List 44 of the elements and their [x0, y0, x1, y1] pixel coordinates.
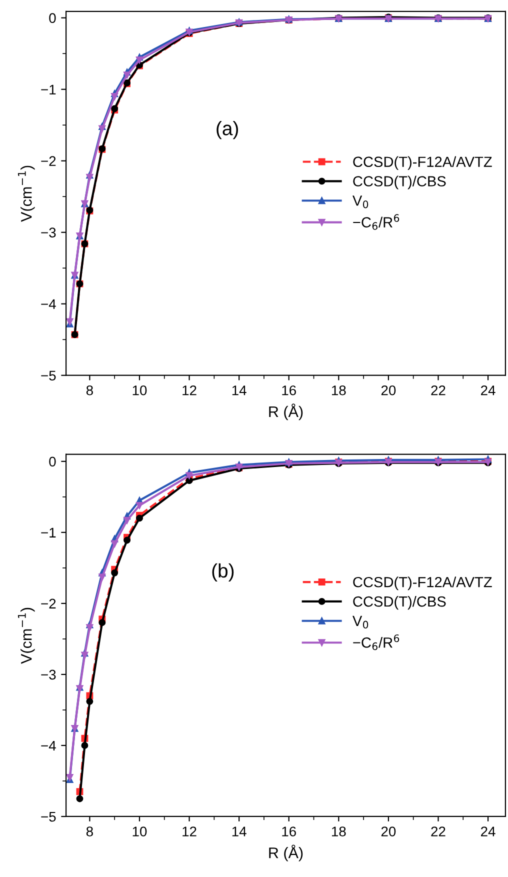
x-tick-label: 12 [182, 385, 196, 396]
x-tick-label: 18 [332, 826, 346, 836]
x-tick-label: 8 [86, 385, 93, 396]
legend-label: CCSD(T)-F12A/AVTZ [353, 576, 492, 590]
legend-label: −C$_{6}$/R$^{6}$ [353, 214, 400, 230]
legend-label: V$_{0}$ [352, 196, 368, 208]
y-tick-label: −1 [41, 528, 56, 538]
y-tick-label: −4 [41, 299, 56, 309]
y-tick-label: −3 [41, 228, 56, 238]
y-tick-label: 0 [49, 456, 56, 467]
x-axis-title: R (Å) [269, 404, 303, 420]
y-tick-label: 0 [49, 13, 56, 24]
legend-label: CCSD(T)-F12A/AVTZ [353, 156, 492, 170]
x-tick-label: 16 [282, 385, 296, 396]
annotation: (b) [212, 563, 234, 582]
y-tick-label: −3 [41, 670, 56, 680]
x-tick-label: 8 [86, 826, 93, 836]
x-tick-label: 24 [481, 826, 496, 836]
annotation: (a) [216, 121, 238, 140]
x-tick-label: 24 [481, 385, 496, 396]
y-tick-label: −2 [41, 598, 56, 608]
y-axis-title: V(cm$^{−1}$) [18, 166, 35, 222]
x-tick-label: 16 [282, 826, 296, 836]
x-tick-label: 20 [381, 385, 396, 396]
x-tick-label: 12 [182, 826, 196, 836]
y-tick-label: −5 [41, 370, 56, 381]
y-tick-label: −2 [41, 156, 56, 166]
x-tick-label: 14 [232, 386, 246, 396]
x-tick-label: 22 [431, 385, 446, 396]
legend-label: V$_{0}$ [352, 616, 368, 628]
x-tick-label: 14 [232, 826, 246, 836]
legend-label: CCSD(T)/CBS [353, 596, 446, 610]
x-tick-label: 20 [381, 826, 396, 836]
x-axis-title: R (Å) [269, 844, 303, 862]
y-tick-label: −4 [41, 740, 56, 750]
x-tick-label: 18 [332, 385, 346, 396]
y-axis-title: V(cm$^{−1}$) [18, 608, 35, 664]
y-tick-label: −5 [41, 812, 56, 822]
x-tick-label: 10 [132, 385, 147, 396]
x-tick-label: 22 [431, 826, 446, 836]
legend-label: CCSD(T)/CBS [353, 176, 446, 190]
y-tick-label: −1 [41, 84, 56, 94]
legend-label: −C$_{6}$/R$^{6}$ [353, 634, 400, 650]
x-tick-label: 10 [132, 826, 147, 836]
